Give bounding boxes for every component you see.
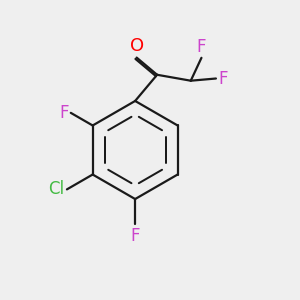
Text: Cl: Cl	[48, 180, 64, 198]
Text: F: F	[197, 38, 206, 56]
Text: F: F	[59, 104, 68, 122]
Text: O: O	[130, 37, 144, 55]
Text: F: F	[218, 70, 228, 88]
Text: F: F	[130, 227, 140, 245]
